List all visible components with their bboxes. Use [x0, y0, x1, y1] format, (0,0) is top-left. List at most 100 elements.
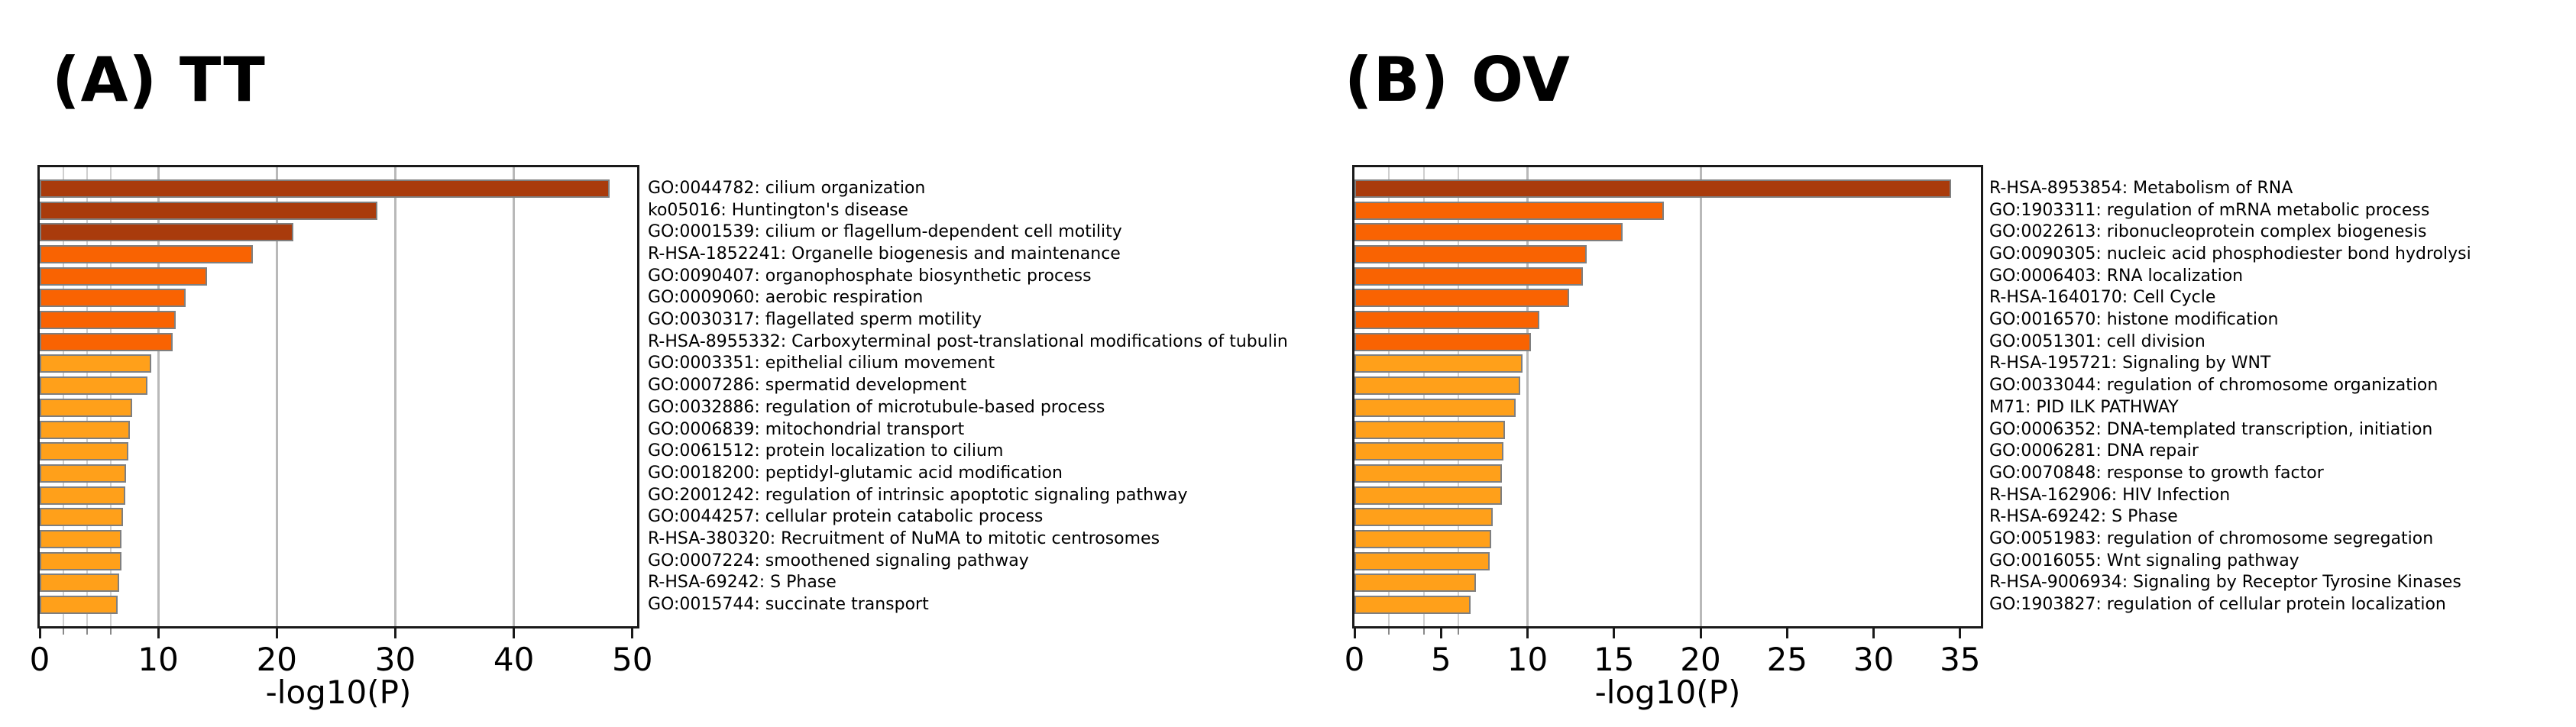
panel-a-category-label: GO:0044257: cellular protein catabolic p… [648, 507, 1044, 527]
panel-b-x-tick-35 [1959, 628, 1962, 638]
panel-a-category-label: GO:0044782: cilium organization [648, 179, 926, 198]
panel-b-x-tick-10 [1526, 628, 1529, 638]
panel-b-bar [1354, 354, 1523, 373]
panel-a-bar [40, 311, 176, 330]
panel-b-bar [1354, 464, 1502, 483]
panel-a-bar [40, 332, 173, 351]
panel-a-x-tick-label-40: 40 [493, 641, 535, 678]
panel-a-x-axis-label: -log10(P) [265, 674, 412, 711]
panel-a-category-label: R-HSA-8955332: Carboxyterminal post-tran… [648, 331, 1288, 351]
panel-a-major-gridline-30 [393, 167, 396, 626]
panel-b-category-label: GO:0051983: regulation of chromosome seg… [1989, 528, 2434, 548]
panel-b-plot-area [1352, 165, 1983, 628]
panel-a-category-label: GO:0007224: smoothened signaling pathway [648, 551, 1029, 570]
panel-b-major-gridline-10 [1526, 167, 1529, 626]
panel-a-bar [40, 267, 207, 286]
panel-a-x-tick-0 [38, 628, 41, 638]
panel-b-x-tick-30 [1872, 628, 1875, 638]
panel-a-category-label: R-HSA-69242: S Phase [648, 573, 837, 593]
panel-b-category-label: GO:0016570: histone modification [1989, 310, 2279, 330]
panel-b-bar [1354, 574, 1476, 593]
panel-a-category-label: GO:0015744: succinate transport [648, 595, 929, 614]
panel-a-major-gridline-40 [513, 167, 516, 626]
panel-b-bar [1354, 596, 1471, 614]
panel-a-bar [40, 354, 151, 373]
panel-b-x-tick-label-35: 35 [1940, 641, 1981, 678]
panel-b-minor-gridline-4 [1422, 167, 1425, 626]
panel-a-x-minor-tick-4 [86, 628, 89, 635]
panel-a-major-gridline-20 [275, 167, 278, 626]
panel-b-category-label: M71: PID ILK PATHWAY [1989, 397, 2179, 417]
panel-a-category-label: GO:0007286: spermatid development [648, 376, 967, 396]
panel-b-bar [1354, 420, 1506, 439]
panel-a-x-tick-label-30: 30 [374, 641, 416, 678]
panel-b-x-tick-20 [1699, 628, 1702, 638]
panel-a-bar [40, 442, 129, 461]
panel-b-major-gridline-20 [1699, 167, 1702, 626]
panel-b-category-label: R-HSA-162906: HIV Infection [1989, 485, 2231, 505]
panel-b-category-label: R-HSA-9006934: Signaling by Receptor Tyr… [1989, 573, 2461, 593]
panel-b-bar [1354, 332, 1532, 351]
panel-a-bar [40, 376, 148, 396]
panel-b-x-tick-label-25: 25 [1766, 641, 1808, 678]
panel-a-bar [40, 596, 118, 614]
panel-a-category-label: GO:2001242: regulation of intrinsic apop… [648, 485, 1188, 505]
panel-b-bar [1354, 311, 1540, 330]
panel-a-x-minor-tick-6 [110, 628, 112, 635]
panel-b-bar [1354, 267, 1583, 286]
panel-a-category-label: GO:0001539: cilium or flagellum-dependen… [648, 222, 1122, 242]
panel-b-category-label: GO:0006352: DNA-templated transcription,… [1989, 419, 2433, 439]
panel-a-category-label: GO:0018200: peptidyl-glutamic acid modif… [648, 463, 1063, 483]
panel-a-x-tick-30 [393, 628, 396, 638]
panel-a-bar [40, 179, 610, 198]
panel-a-category-label: GO:0030317: flagellated sperm motility [648, 310, 982, 330]
panel-a-category-label: R-HSA-1852241: Organelle biogenesis and … [648, 244, 1121, 264]
panel-b-category-label: R-HSA-1640170: Cell Cycle [1989, 288, 2216, 308]
panel-a-bar [40, 464, 127, 483]
panel-a-bar [40, 551, 122, 570]
panel-b-bar [1354, 179, 1952, 198]
panel-b-bar [1354, 551, 1490, 570]
panel-a-bar [40, 223, 294, 242]
panel-b-category-label: R-HSA-195721: Signaling by WNT [1989, 354, 2271, 373]
panel-a-bar [40, 398, 133, 417]
panel-a-minor-gridline-4 [86, 167, 89, 626]
panel-b-x-minor-tick-2 [1388, 628, 1390, 635]
panel-b-bar [1354, 376, 1521, 396]
panel-b-bar [1354, 223, 1623, 242]
panel-a-category-label: GO:0003351: epithelial cilium movement [648, 354, 995, 373]
panel-a-major-gridline-10 [157, 167, 160, 626]
panel-b-x-tick-5 [1439, 628, 1442, 638]
panel-a-category-label: R-HSA-380320: Recruitment of NuMA to mit… [648, 528, 1160, 548]
panel-a-minor-gridline-2 [63, 167, 65, 626]
panel-a-x-tick-label-50: 50 [612, 641, 653, 678]
panel-a-bar [40, 245, 254, 264]
panel-a-title: (A) TT [52, 44, 266, 115]
panel-b-minor-gridline-2 [1388, 167, 1390, 626]
panel-a-x-tick-40 [513, 628, 516, 638]
panel-a-x-tick-10 [157, 628, 160, 638]
panel-b-x-tick-label-0: 0 [1344, 641, 1365, 678]
panel-b-x-tick-label-20: 20 [1680, 641, 1721, 678]
panel-b-title: (B) OV [1345, 44, 1571, 115]
panel-b-bar [1354, 508, 1493, 527]
panel-b-x-minor-tick-6 [1457, 628, 1459, 635]
panel-b-x-tick-25 [1785, 628, 1788, 638]
panel-a-plot-area [37, 165, 639, 628]
panel-b-category-label: GO:0006403: RNA localization [1989, 266, 2244, 286]
panel-b-category-label: GO:0090305: nucleic acid phosphodiester … [1989, 244, 2471, 264]
panel-a-category-label: GO:0032886: regulation of microtubule-ba… [648, 397, 1105, 417]
panel-b-x-tick-0 [1353, 628, 1356, 638]
panel-b-bar [1354, 442, 1503, 461]
panel-b-category-label: R-HSA-69242: S Phase [1989, 507, 2178, 527]
panel-a-bar [40, 508, 123, 527]
panel-b-x-tick-label-5: 5 [1430, 641, 1451, 678]
panel-b-bar [1354, 486, 1502, 505]
panel-a-bar [40, 574, 119, 593]
panel-a-category-label: GO:0061512: protein localization to cili… [648, 441, 1004, 461]
panel-a-bar [40, 486, 125, 505]
panel-a-category-label: GO:0006839: mitochondrial transport [648, 419, 965, 439]
panel-b-category-label: GO:0022613: ribonucleoprotein complex bi… [1989, 222, 2427, 242]
panel-a-x-tick-20 [275, 628, 278, 638]
